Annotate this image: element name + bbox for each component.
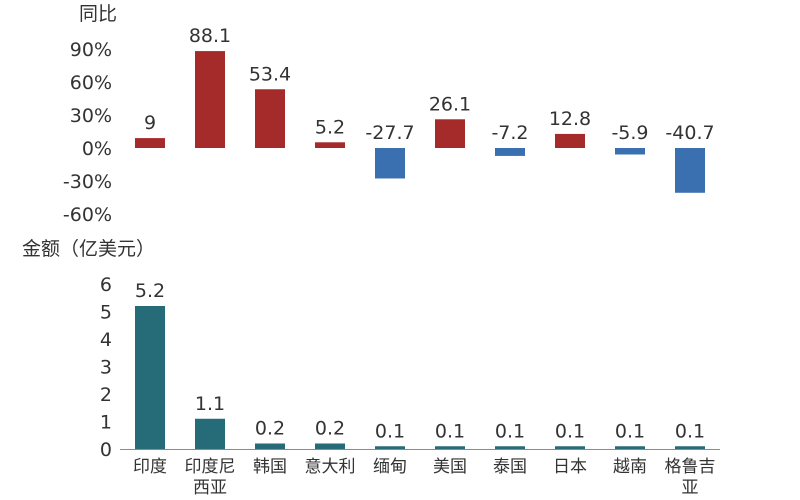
top-chart-bar [375, 148, 405, 179]
x-category-label: 印度尼 [185, 457, 236, 477]
top-chart-tick-label: -30% [63, 171, 112, 193]
bottom-chart-data-label: 0.1 [555, 420, 585, 442]
bottom-chart-tick-label: 1 [100, 412, 112, 434]
x-category-label: 日本 [553, 457, 587, 477]
top-chart-tick-label: 90% [70, 39, 112, 61]
bottom-chart-bar [375, 446, 405, 449]
top-chart-bar [315, 142, 345, 148]
bottom-chart-data-label: 5.2 [135, 280, 165, 302]
bottom-chart-data-label: 0.1 [375, 420, 405, 442]
bottom-chart-tick-label: 3 [100, 357, 112, 379]
top-chart-data-label: -7.2 [491, 122, 528, 144]
top-chart-data-label: -5.9 [611, 122, 648, 144]
x-category-label: 印度 [133, 457, 167, 477]
top-chart-data-label: 53.4 [249, 63, 291, 85]
top-chart-tick-label: 60% [70, 72, 112, 94]
x-category-label: 缅甸 [373, 457, 407, 477]
x-category-label: 韩国 [253, 457, 287, 477]
bottom-chart-bar [435, 446, 465, 449]
top-chart-bar [135, 138, 165, 148]
top-chart-bar [435, 119, 465, 148]
bottom-chart-data-label: 0.1 [495, 420, 525, 442]
bottom-chart-bar [675, 446, 705, 449]
bottom-chart-bar [555, 446, 585, 449]
top-chart-ytitle: 同比 [79, 3, 117, 25]
bottom-chart-tick-label: 4 [100, 329, 112, 351]
bottom-chart-bar [315, 443, 345, 449]
bottom-chart-tick-label: 5 [100, 302, 112, 324]
bottom-chart-data-label: 0.1 [675, 420, 705, 442]
bottom-chart-tick-label: 0 [100, 439, 112, 461]
top-chart-bar [675, 148, 705, 193]
top-chart-bar [555, 133, 585, 148]
top-chart-tick-label: 0% [82, 138, 112, 160]
bottom-chart-data-label: 0.1 [435, 420, 465, 442]
bottom-chart-data-label: 1.1 [195, 393, 225, 415]
top-chart-data-label: 88.1 [189, 25, 231, 47]
bottom-chart-data-label: 0.2 [255, 418, 285, 440]
x-category-label: 亚 [682, 478, 699, 498]
top-chart-tick-label: -60% [63, 204, 112, 226]
top-chart-bar [255, 89, 285, 148]
x-category-label: 意大利 [305, 457, 356, 477]
bottom-chart-bar [495, 446, 525, 449]
bottom-chart-bar [195, 418, 225, 449]
top-chart-data-label: 12.8 [549, 108, 591, 130]
bottom-chart-tick-label: 6 [100, 274, 112, 296]
top-chart-bar [615, 148, 645, 155]
x-category-label: 越南 [613, 457, 647, 477]
x-category-label: 格鲁吉 [665, 457, 716, 477]
bottom-chart-bar [255, 443, 285, 449]
top-chart-data-label: -40.7 [665, 122, 714, 144]
bottom-chart-ytitle: 金额（亿美元） [22, 238, 155, 260]
top-chart-bar [195, 51, 225, 149]
bottom-chart-tick-label: 2 [100, 384, 112, 406]
x-category-label: 泰国 [493, 457, 527, 477]
top-chart-data-label: 26.1 [429, 93, 471, 115]
bottom-chart-data-label: 0.1 [615, 420, 645, 442]
top-chart-tick-label: 30% [70, 105, 112, 127]
top-chart-data-label: -27.7 [365, 122, 414, 144]
bottom-chart-data-label: 0.2 [315, 418, 345, 440]
x-category-label: 西亚 [193, 478, 227, 498]
top-chart-data-label: 5.2 [315, 116, 345, 138]
bottom-chart-bar [615, 446, 645, 449]
bottom-chart-bar [135, 306, 165, 449]
top-chart-data-label: 9 [144, 112, 156, 134]
x-category-label: 美国 [433, 457, 467, 477]
top-chart-bar [495, 148, 525, 156]
